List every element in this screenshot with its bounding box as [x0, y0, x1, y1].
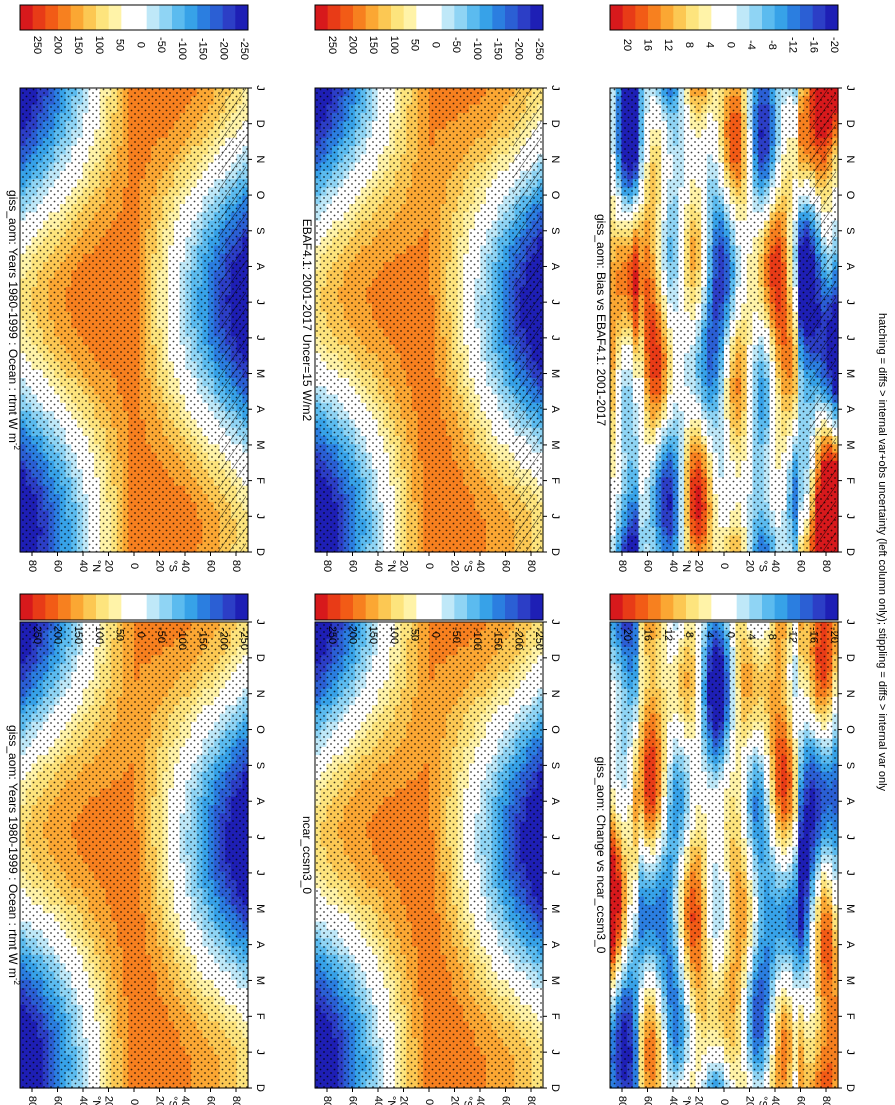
colorbar-swatch	[58, 5, 72, 30]
colorbar-swatch	[429, 5, 443, 30]
colorbar-swatch	[340, 5, 354, 30]
colorbar-swatch	[378, 5, 392, 30]
colorbar-swatch	[530, 5, 544, 30]
colorbar-swatch	[210, 5, 224, 30]
colorbar-swatch	[327, 5, 341, 30]
heatmap-left-bot	[609, 87, 842, 556]
colorbar-swatch	[353, 5, 367, 30]
colorbar-swatch	[197, 5, 211, 30]
colorbar-swatch	[121, 5, 135, 30]
colorbar-swatch	[505, 5, 519, 30]
colorbar-left-top	[19, 4, 249, 31]
stippling-overlay	[20, 88, 248, 552]
heatmap-left-mid	[314, 87, 547, 556]
heatmap-left-top	[19, 87, 252, 556]
colorbar-swatch	[222, 5, 236, 30]
colorbar-swatch	[454, 5, 468, 30]
colorbar-swatch	[134, 5, 148, 30]
colorbar-swatch	[315, 5, 329, 30]
colorbar-swatch	[146, 5, 160, 30]
colorbar-swatch	[365, 5, 379, 30]
colorbar-swatch	[492, 5, 506, 30]
colorbar-swatch	[441, 5, 455, 30]
colorbar-swatch	[467, 5, 481, 30]
colorbar-swatch	[403, 5, 417, 30]
colorbar-swatch	[83, 5, 97, 30]
colorbar-swatch	[517, 5, 531, 30]
colorbar-swatch	[96, 5, 110, 30]
colorbar-swatch	[416, 5, 430, 30]
colorbar-swatch	[32, 5, 46, 30]
stippling-overlay	[315, 88, 543, 552]
colorbar-swatch	[184, 5, 198, 30]
colorbar-swatch	[108, 5, 122, 30]
hatching-overlay	[218, 88, 246, 552]
colorbar-swatch	[20, 5, 34, 30]
colorbar-swatch	[235, 5, 249, 30]
colorbar-swatch	[159, 5, 173, 30]
colorbar-swatch	[172, 5, 186, 30]
colorbar-swatch	[391, 5, 405, 30]
hatching-overlay	[513, 88, 541, 552]
colorbar-swatch	[479, 5, 493, 30]
colorbar-swatch	[70, 5, 84, 30]
panel-maps	[19, 4, 842, 1092]
colorbar-frame	[314, 4, 544, 31]
colorbar-left-mid	[314, 4, 544, 31]
colorbar-swatch	[45, 5, 59, 30]
colorbar-frame	[19, 4, 249, 31]
